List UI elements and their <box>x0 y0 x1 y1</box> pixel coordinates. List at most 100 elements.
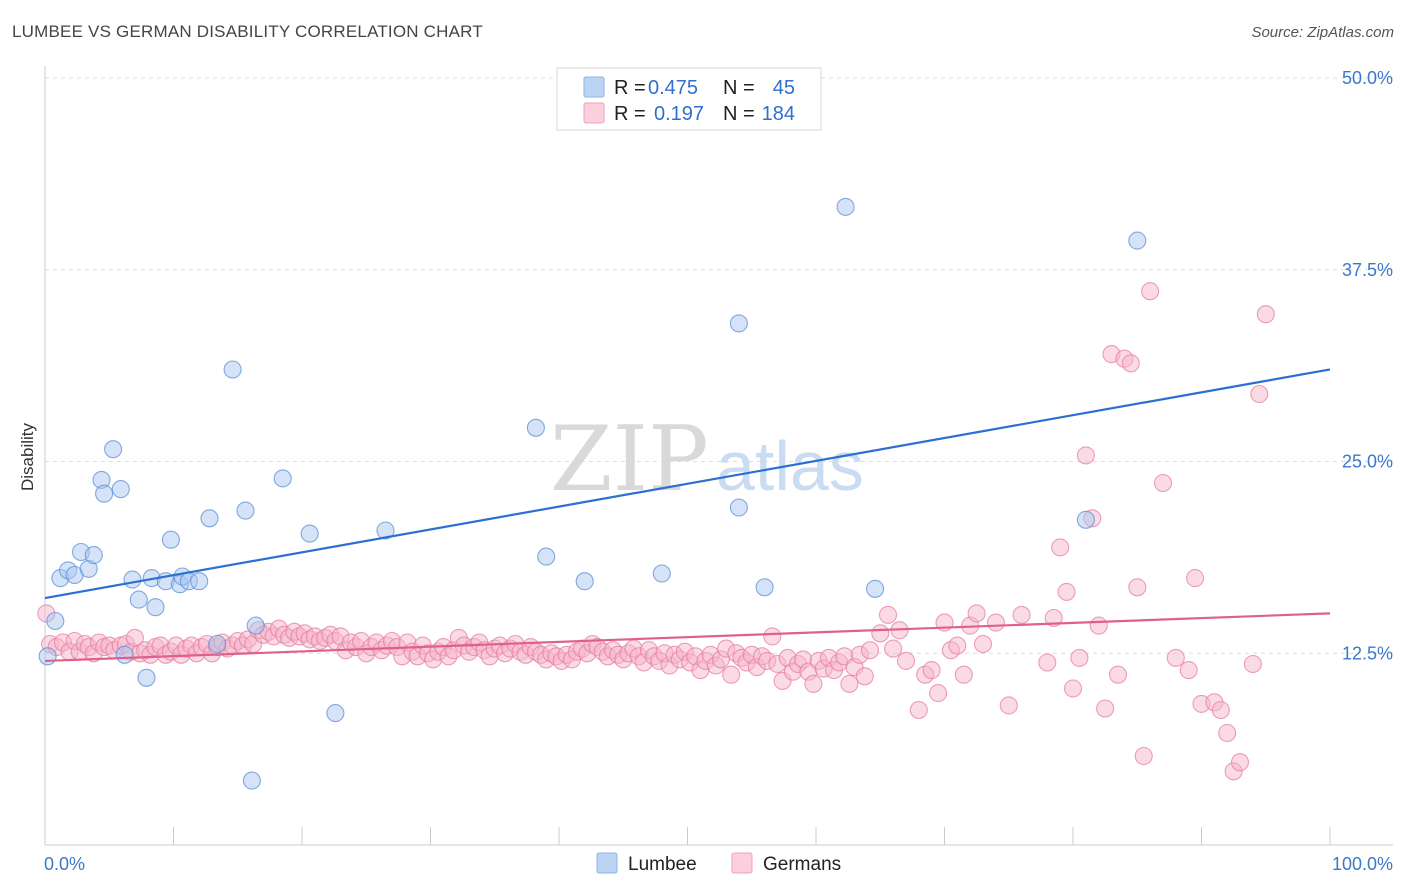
germans-point <box>1096 699 1115 718</box>
germans-point <box>986 613 1005 632</box>
lumbee-point <box>729 314 748 333</box>
germans-point <box>1256 305 1275 324</box>
legend-swatch-lumbee <box>583 76 605 98</box>
lumbee-trend-line <box>44 368 1331 600</box>
legend: R = 0.475 N = 45 R = 0.197 N = 184 <box>556 67 822 131</box>
germans-point <box>860 641 880 660</box>
lumbee-point <box>84 546 103 565</box>
germans-point <box>967 604 986 623</box>
germans-point <box>1179 661 1198 680</box>
legend-swatch-germans <box>583 102 605 124</box>
germans-point <box>1230 753 1250 772</box>
legend-r-value-2: 0.197 <box>654 103 704 125</box>
germans-point <box>1063 679 1083 698</box>
lumbee-point <box>537 547 556 566</box>
legend-n-label-2: N = <box>723 103 755 125</box>
lumbee-point <box>104 440 123 459</box>
grid-lines <box>45 77 1393 654</box>
lumbee-point <box>137 668 156 687</box>
bottom-legend-lumbee: Lumbee <box>628 854 697 875</box>
lumbee-point <box>223 360 242 379</box>
germans-point <box>1134 746 1153 766</box>
axes <box>44 66 1393 846</box>
lumbee-point <box>95 484 114 503</box>
germans-point <box>1057 582 1076 601</box>
lumbee-point <box>729 498 748 517</box>
germans-point <box>763 627 782 646</box>
source-label: Source: ZipAtlas.com <box>1251 24 1394 41</box>
x-max-label: 100.0% <box>1332 854 1393 874</box>
lumbee-point <box>866 579 885 598</box>
lumbee-point <box>526 418 545 437</box>
lumbee-point <box>300 524 319 543</box>
germans-point <box>1243 654 1262 674</box>
lumbee-point <box>146 598 165 617</box>
germans-point <box>804 674 823 693</box>
lumbee-point <box>129 590 148 609</box>
germans-point <box>948 636 967 655</box>
bottom-legend-swatch-germans <box>731 852 753 874</box>
germans-point <box>973 634 993 654</box>
y-axis-title: Disability <box>18 422 37 491</box>
legend-n-label-1: N = <box>723 77 755 99</box>
germans-point <box>1076 446 1095 465</box>
germans-point <box>1051 538 1070 557</box>
chart-title: LUMBEE VS GERMAN DISABILITY CORRELATION … <box>12 22 483 41</box>
bottom-legend-germans: Germans <box>763 854 841 875</box>
x-min-label: 0.0% <box>44 854 85 874</box>
germans-point <box>1121 354 1140 373</box>
germans-point <box>1128 578 1147 597</box>
lumbee-point <box>200 509 219 528</box>
lumbee-point <box>115 645 134 664</box>
germans-point <box>1153 473 1173 493</box>
lumbee-point <box>1076 510 1095 529</box>
lumbee-point <box>326 704 345 723</box>
lumbee-point <box>208 634 227 654</box>
germans-point <box>1044 608 1063 628</box>
germans-point <box>722 665 741 684</box>
germans-point <box>840 674 859 693</box>
germans-point <box>1186 569 1205 588</box>
lumbee-point <box>161 530 180 549</box>
data-points <box>37 197 1275 790</box>
y-tick-label: 25.0% <box>1342 452 1393 472</box>
lumbee-point <box>575 572 594 591</box>
y-tick-label: 50.0% <box>1342 68 1393 88</box>
germans-point <box>1038 653 1057 672</box>
lumbee-point <box>190 572 209 591</box>
legend-r-value-1: 0.475 <box>648 77 698 99</box>
watermark-zip: ZIP <box>550 407 709 512</box>
watermark: ZIP atlas <box>550 407 864 512</box>
y-tick-label: 37.5% <box>1342 260 1393 280</box>
germans-point <box>929 684 948 703</box>
germans-point <box>1211 700 1230 720</box>
germans-point <box>884 639 903 658</box>
germans-point <box>999 696 1018 715</box>
lumbee-point <box>376 521 395 540</box>
bottom-legend-swatch-lumbee <box>596 852 618 874</box>
lumbee-point <box>836 197 855 216</box>
germans-point <box>1250 384 1269 404</box>
germans-point <box>1218 723 1237 743</box>
lumbee-point <box>242 771 261 790</box>
germans-point <box>922 661 941 680</box>
germans-point <box>954 665 973 684</box>
germans-point <box>1141 282 1160 301</box>
germans-point <box>871 624 890 643</box>
legend-r-label-2: R = <box>614 103 646 125</box>
germans-point <box>1012 605 1031 624</box>
legend-n-value-2: 184 <box>762 103 795 125</box>
germans-point <box>1108 665 1128 684</box>
lumbee-point <box>246 616 265 635</box>
lumbee-point <box>111 480 130 499</box>
legend-r-label-1: R = <box>614 77 646 99</box>
germans-point <box>909 700 928 720</box>
germans-point <box>855 667 874 686</box>
lumbee-point <box>236 501 255 520</box>
lumbee-point <box>46 611 65 631</box>
lumbee-point <box>38 647 57 666</box>
bottom-legend: Lumbee Germans <box>596 852 841 875</box>
lumbee-point <box>652 564 671 583</box>
lumbee-point <box>755 578 774 597</box>
